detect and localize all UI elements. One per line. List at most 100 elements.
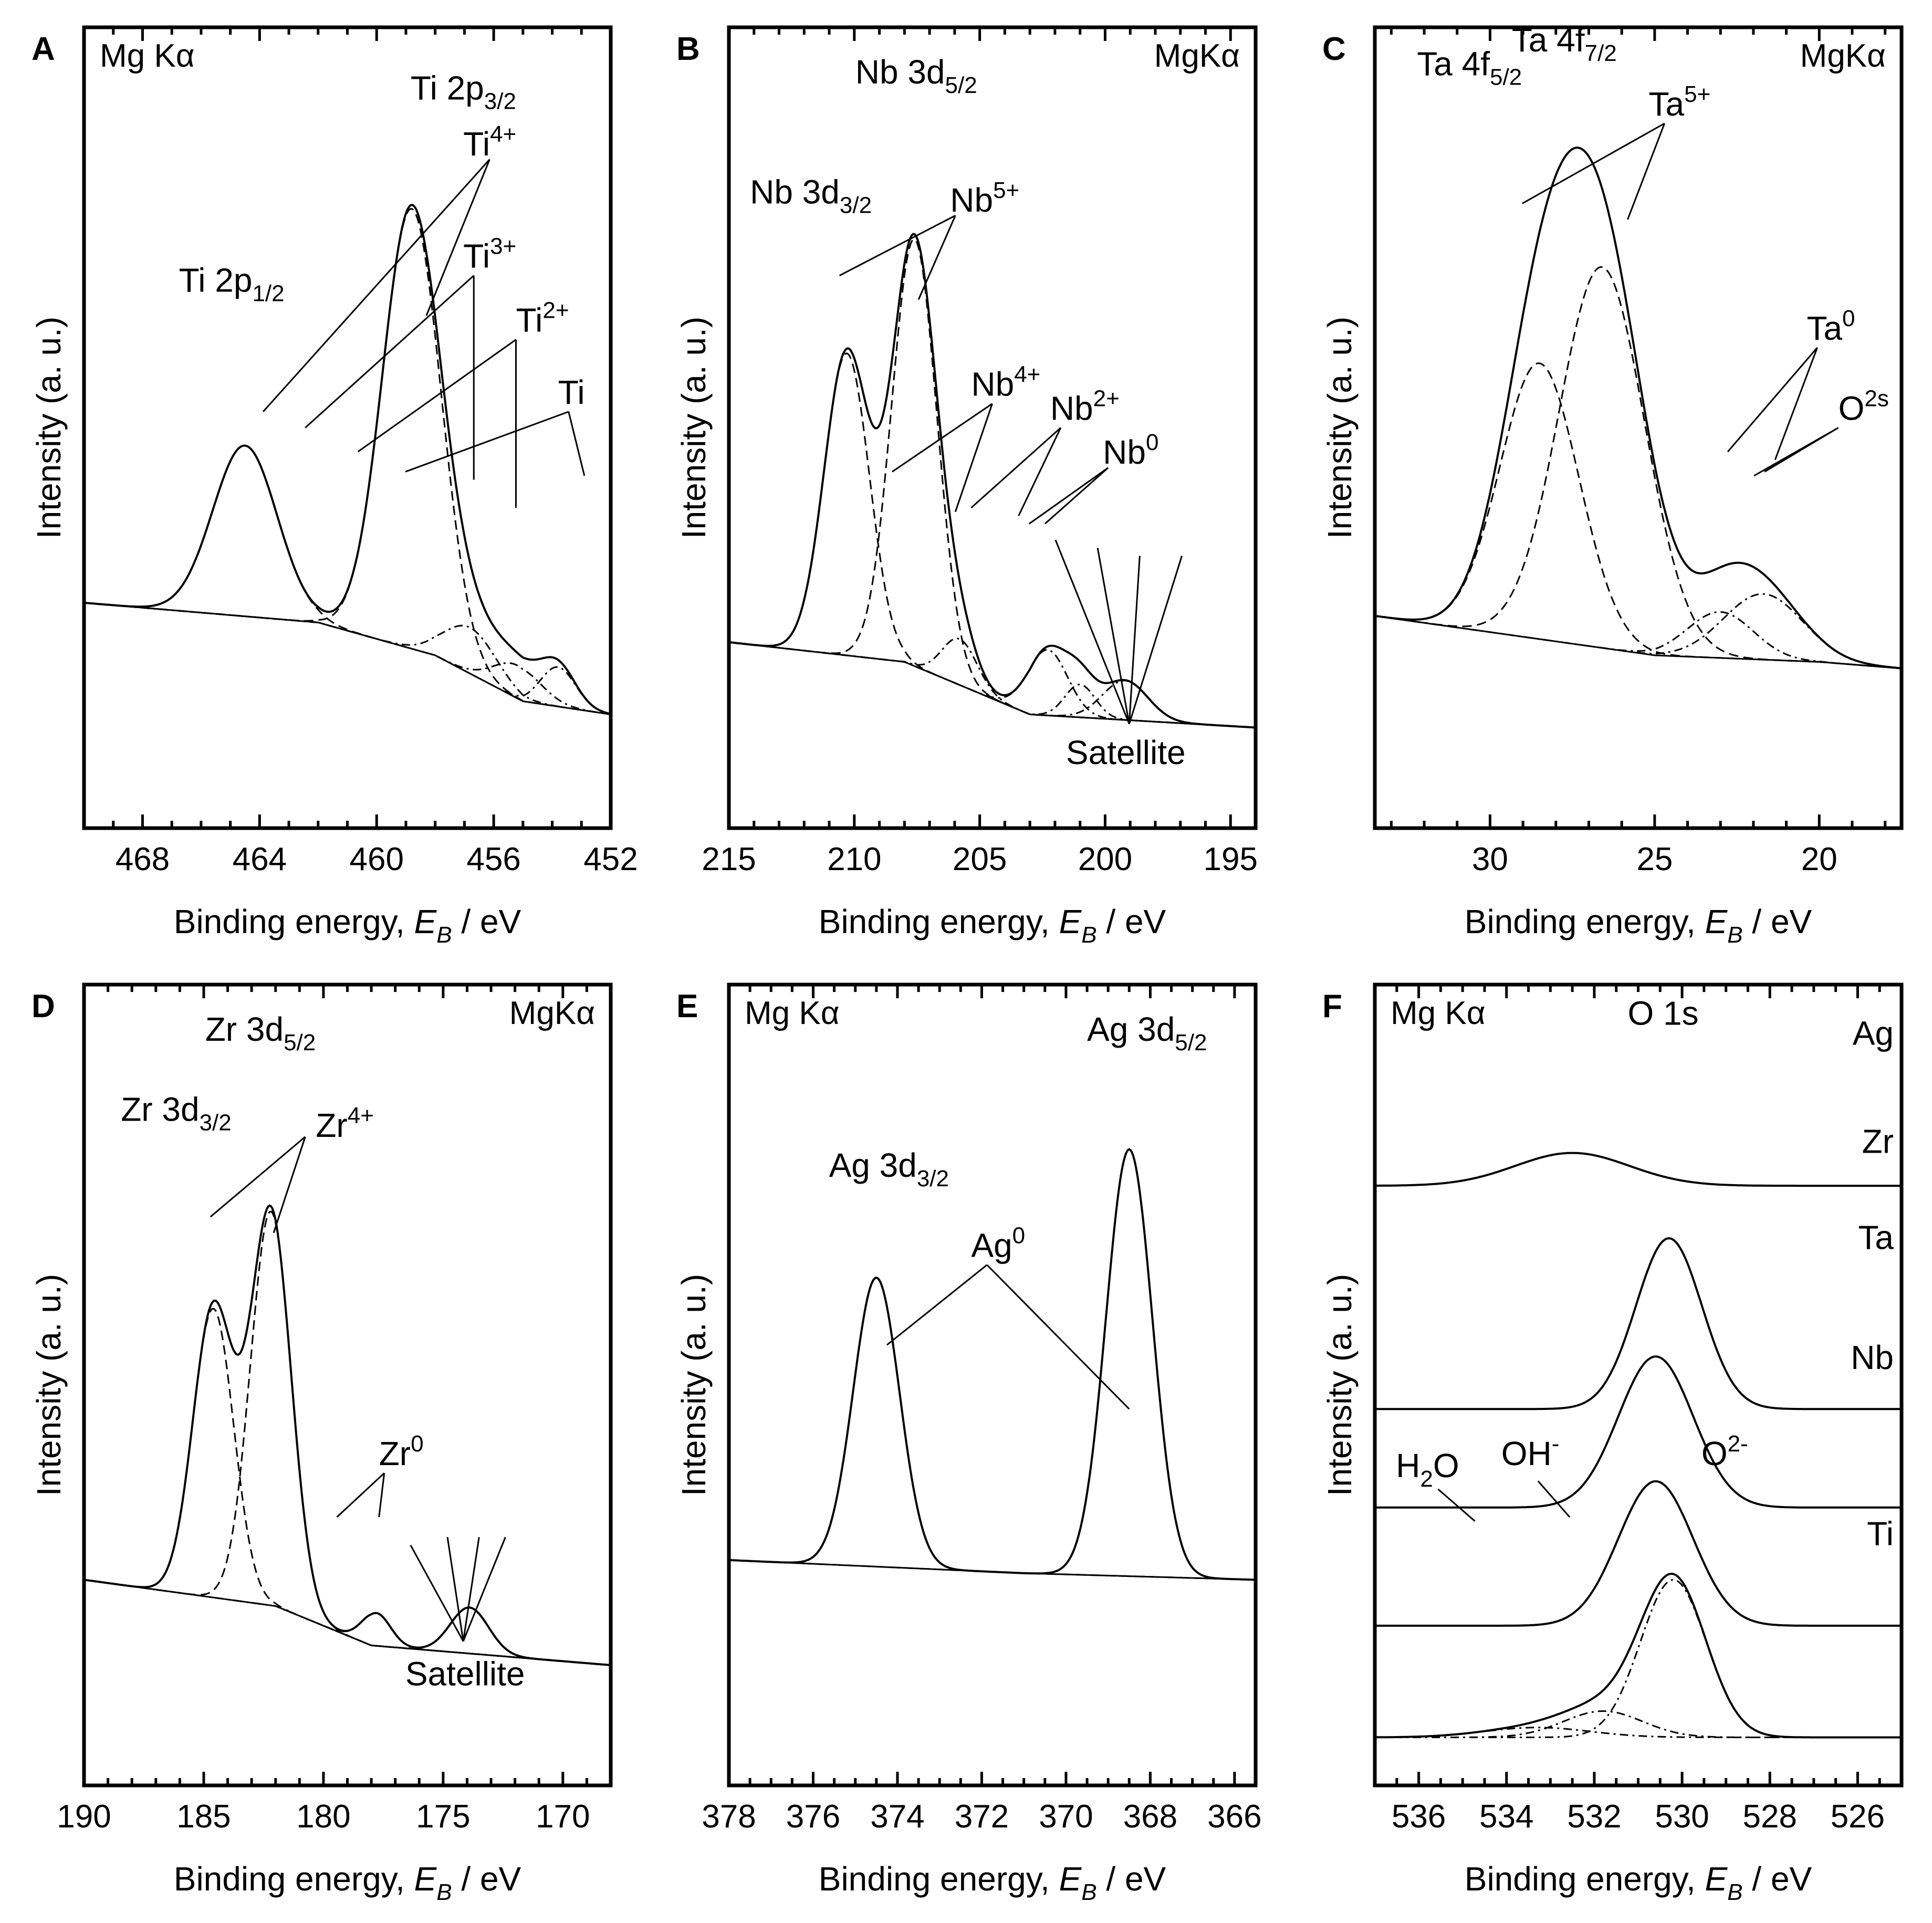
series-label-ta: Ta	[1858, 1218, 1894, 1256]
ta5-label: Ta5+	[1649, 81, 1711, 123]
nb-3d32-label: Nb 3d3/2	[750, 173, 872, 218]
component-peak	[728, 1277, 1256, 1581]
xray-source-label: Mg Kα	[745, 995, 840, 1031]
plot-frame	[727, 983, 1258, 1788]
leader-line	[1537, 1480, 1571, 1518]
plot-frame	[82, 25, 613, 830]
leader-line	[405, 411, 569, 473]
component-peak	[83, 602, 611, 715]
leader-line	[839, 215, 956, 277]
component-peak	[83, 1308, 611, 1666]
x-axis-label: Binding energy, EB / eV	[1465, 1860, 1812, 1905]
x-tick-label: 170	[536, 1799, 590, 1835]
nb2-label: Nb2+	[1050, 385, 1120, 427]
component-peak	[83, 444, 611, 715]
panel-e: E Mg Kα Intensity (a. u.) Binding energy, E…	[675, 983, 1262, 1905]
x-tick-label: 460	[349, 841, 403, 877]
x-tick-label: 376	[786, 1799, 840, 1835]
x-tick-label: 215	[702, 841, 756, 877]
series-label-zr: Zr	[1862, 1122, 1894, 1160]
leader-line	[357, 339, 517, 453]
leader-line	[954, 403, 993, 513]
o2s-label: O2s	[1839, 385, 1889, 427]
x-axis-label: Binding energy, EB / eV	[819, 903, 1166, 948]
leader-line	[1028, 467, 1109, 525]
xray-source-label: Mg Kα	[100, 38, 195, 74]
background-line	[1374, 615, 1902, 670]
leader-line	[462, 1537, 506, 1642]
x-tick-label: 30	[1472, 841, 1508, 877]
x-tick-label: 374	[870, 1799, 924, 1835]
plot-frame	[727, 25, 1258, 830]
ti3-label: Ti3+	[463, 234, 516, 275]
x-tick-label: 528	[1743, 1799, 1797, 1835]
ti4-label: Ti4+	[463, 121, 516, 163]
panel-f: F Mg Kα Intensity (a. u.) Binding energy, E…	[1321, 983, 1904, 1905]
x-tick-label: 370	[1039, 1799, 1093, 1835]
leader-line	[410, 1544, 464, 1642]
plot-frame	[1373, 983, 1904, 1788]
x-axis-label: Binding energy, EB / eV	[174, 1860, 521, 1905]
leader-line	[446, 1537, 464, 1642]
leader-line	[1764, 427, 1839, 473]
spectrum-line	[83, 203, 611, 715]
x-tick-label: 526	[1831, 1799, 1885, 1835]
xray-source-label: MgKα	[1800, 38, 1886, 74]
leader-line	[917, 215, 956, 300]
leader-line	[1096, 547, 1130, 725]
component-peak	[1375, 1710, 1902, 1738]
series-label-nb: Nb	[1851, 1339, 1894, 1376]
y-axis-label: Intensity (a. u.)	[675, 1274, 713, 1496]
spectrum-line	[83, 1204, 611, 1666]
panel-letter: A	[32, 31, 55, 67]
ag0-label: Ag0	[971, 1223, 1025, 1264]
panel-c: C MgKα Intensity (a. u.) Binding energy, EB…	[1321, 21, 1904, 948]
x-tick-label: 464	[233, 841, 287, 877]
zr4-label: Zr4+	[316, 1103, 374, 1144]
nb5-label: Nb5+	[950, 177, 1019, 219]
component-peak	[83, 208, 611, 715]
leader-line	[425, 159, 490, 316]
x-axis-label: Binding energy, EB / eV	[819, 1860, 1166, 1905]
component-peak	[1374, 362, 1902, 670]
h2o-label: H2O	[1396, 1447, 1459, 1492]
panel-letter: F	[1322, 988, 1342, 1025]
ti-2p12-label: Ti 2p1/2	[179, 261, 285, 306]
component-peak	[1375, 1579, 1902, 1738]
component-peak	[728, 352, 1256, 728]
y-axis-label: Intensity (a. u.)	[1321, 317, 1359, 539]
component-peak	[728, 641, 1256, 728]
panel-letter: D	[32, 988, 55, 1025]
ag-3d32-label: Ag 3d3/2	[829, 1146, 949, 1192]
leader-line	[886, 1264, 988, 1346]
x-axis-label: Binding energy, EB / eV	[174, 903, 521, 948]
x-tick-label: 180	[296, 1799, 350, 1835]
ti2-label: Ti2+	[516, 298, 569, 339]
panel-letter: C	[1322, 31, 1346, 67]
x-tick-label: 20	[1801, 841, 1837, 877]
component-peak	[1374, 611, 1902, 670]
ta-4f52-label: Ta 4f5/2	[1417, 45, 1522, 90]
leader-line	[1627, 123, 1666, 220]
panel-letter: B	[676, 31, 700, 67]
leader-line	[210, 1136, 306, 1218]
x-tick-label: 456	[466, 841, 520, 877]
panel-a: A Mg Kα Intensity (a. u.) Binding energy, E…	[30, 25, 638, 948]
zr-3d32-label: Zr 3d3/2	[121, 1090, 232, 1135]
component-peak	[728, 641, 1256, 728]
component-peak	[1374, 266, 1902, 670]
leader-line	[892, 403, 993, 473]
y-axis-label: Intensity (a. u.)	[30, 317, 68, 539]
background-line	[83, 1579, 611, 1666]
leader-line	[336, 1472, 385, 1518]
leader-line	[1522, 122, 1665, 204]
x-tick-label: 530	[1655, 1799, 1709, 1835]
series-line-ti	[1375, 1572, 1902, 1739]
satellite-label: Satellite	[405, 1655, 525, 1692]
leader-line	[986, 1264, 1130, 1410]
x-tick-label: 378	[702, 1799, 756, 1835]
plot-frame	[1373, 25, 1904, 830]
satellite-label: Satellite	[1066, 734, 1186, 771]
zr-3d52-label: Zr 3d5/2	[205, 1010, 316, 1055]
leader-line	[1128, 556, 1141, 724]
